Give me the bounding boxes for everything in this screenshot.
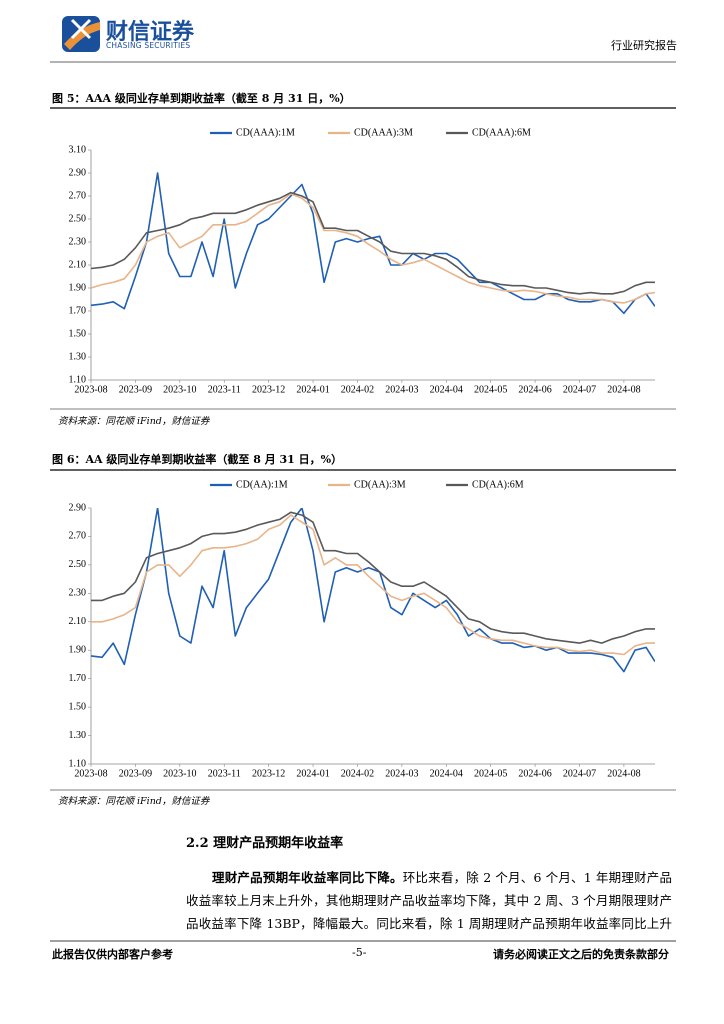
x-tick-label: 2023-11: [208, 384, 241, 395]
section-heading: 2.2 理财产品预期年收益率: [186, 836, 344, 851]
x-tick-label: 2023-10: [163, 768, 196, 779]
x-tick-label: 2024-07: [563, 768, 596, 779]
y-tick-label: 1.90: [69, 282, 87, 293]
paragraph-text: 环比来看，除 2 个月、6 个月、1 年期理财产品收益率较上月末上升外，其他期理…: [186, 870, 672, 931]
page-number: -5-: [352, 946, 367, 959]
y-tick-label: 2.70: [69, 190, 87, 201]
brand-en: CHASING SECURITIES: [106, 41, 191, 50]
x-tick-label: 2024-06: [518, 384, 551, 395]
x-tick-label: 2023-08: [74, 768, 107, 779]
brand: 财信证券: [106, 20, 195, 45]
y-tick-label: 1.50: [69, 328, 87, 339]
series-line: [91, 511, 655, 644]
y-tick-label: 2.50: [69, 213, 87, 224]
x-tick-label: 2024-05: [474, 384, 507, 395]
y-tick-label: 1.50: [69, 701, 87, 712]
legend-label: CD(AAA):6M: [472, 127, 531, 138]
x-tick-label: 2023-12: [252, 768, 285, 779]
x-tick-label: 2023-09: [119, 384, 152, 395]
x-tick-label: 2024-04: [430, 768, 463, 779]
x-tick-label: 2023-08: [74, 384, 107, 395]
x-tick-label: 2024-02: [341, 768, 374, 779]
legend-label: CD(AA):1M: [236, 479, 288, 490]
y-tick-label: 1.10: [69, 374, 87, 385]
legend-label: CD(AA):6M: [472, 479, 524, 490]
x-tick-label: 2024-03: [385, 384, 418, 395]
legend-label: CD(AAA):1M: [236, 127, 295, 138]
plot-lines: [91, 172, 655, 315]
x-tick-label: 2023-12: [252, 384, 285, 395]
logo: [62, 16, 100, 52]
x-tick-label: 2024-08: [607, 768, 640, 779]
series-line: [91, 508, 655, 673]
y-tick-label: 1.70: [69, 673, 87, 684]
paragraph-lead: 理财产品预期年收益率同比下降。: [212, 870, 403, 885]
x-tick-label: 2023-11: [208, 768, 241, 779]
y-tick-label: 1.30: [69, 351, 87, 362]
plot-lines: [91, 508, 655, 673]
x-tick-label: 2023-09: [119, 768, 152, 779]
figure-source: 资料来源：同花顺 iFind，财信证券: [58, 796, 210, 807]
y-tick-label: 2.90: [69, 167, 87, 178]
x-tick-label: 2024-01: [296, 384, 329, 395]
y-tick-label: 1.30: [69, 730, 87, 741]
x-tick-label: 2024-02: [341, 384, 374, 395]
x-tick-label: 2024-03: [385, 768, 418, 779]
footer-left: 此报告仅供内部客户参考: [52, 948, 173, 961]
y-tick-label: 2.70: [69, 531, 87, 542]
x-tick-label: 2024-01: [296, 768, 329, 779]
paragraph: 理财产品预期年收益率同比下降。环比来看，除 2 个月、6 个月、1 年期理财产品…: [186, 866, 672, 936]
series-line: [91, 191, 655, 295]
legend-label: CD(AAA):3M: [354, 127, 413, 138]
y-tick-label: 1.90: [69, 645, 87, 656]
series-line: [91, 192, 655, 304]
y-tick-label: 2.30: [69, 236, 87, 247]
footer-right: 请务必阅读正文之后的免责条款部分: [493, 948, 669, 961]
y-tick-label: 1.10: [69, 758, 87, 769]
y-tick-label: 2.30: [69, 588, 87, 599]
y-tick-label: 2.90: [69, 502, 87, 513]
figure-caption: 图 6：AA 级同业存单到期收益率（截至 8 月 31 日，%）: [52, 453, 343, 466]
x-tick-label: 2024-06: [518, 768, 551, 779]
y-tick-label: 1.70: [69, 305, 87, 316]
y-tick-label: 2.10: [69, 259, 87, 270]
figure-source: 资料来源：同花顺 iFind，财信证券: [58, 416, 210, 427]
y-tick-label: 2.10: [69, 616, 87, 627]
series-line: [91, 514, 655, 656]
x-tick-label: 2024-04: [430, 384, 463, 395]
report-type: 行业研究报告: [611, 39, 677, 52]
y-tick-label: 2.50: [69, 559, 87, 570]
x-tick-label: 2024-05: [474, 768, 507, 779]
legend-label: CD(AA):3M: [354, 479, 406, 490]
x-tick-label: 2024-08: [607, 384, 640, 395]
x-tick-label: 2024-07: [563, 384, 596, 395]
y-tick-label: 3.10: [69, 144, 87, 155]
figure-caption: 图 5：AAA 级同业存单到期收益率（截至 8 月 31 日，%）: [52, 92, 351, 105]
x-tick-label: 2023-10: [163, 384, 196, 395]
